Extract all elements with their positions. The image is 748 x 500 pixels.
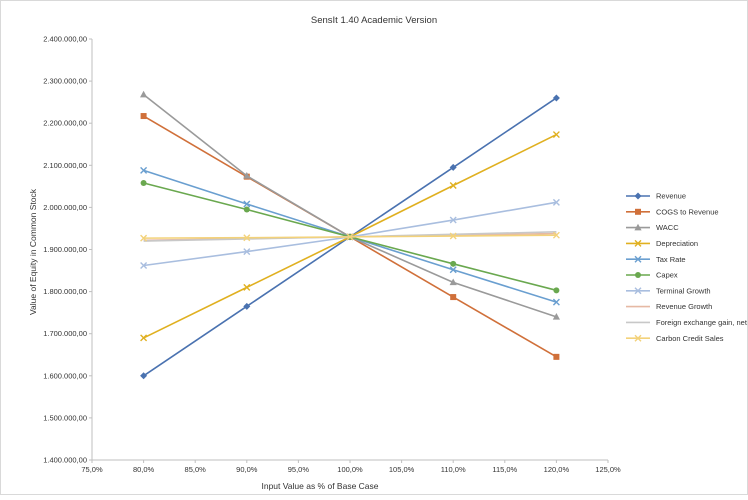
legend-item: WACC xyxy=(626,223,679,232)
legend-label: Carbon Credit Sales xyxy=(656,334,724,343)
data-point xyxy=(140,90,148,98)
legend-item: Revenue Growth xyxy=(626,302,712,311)
legend-item: Tax Rate xyxy=(626,255,686,264)
chart-title: SensIt 1.40 Academic Version xyxy=(311,15,437,26)
x-tick-label: 120,0% xyxy=(544,465,570,474)
data-point xyxy=(140,179,147,186)
x-axis-title: Input Value as % of Base Case xyxy=(261,481,378,491)
x-axis-ticks: 75,0% 80,0% 85,0% 90,0% 95,0% 100,0% 105,0% 110… xyxy=(81,460,621,474)
x-tick-label: 95,0% xyxy=(288,465,310,474)
data-point xyxy=(140,234,148,242)
data-point xyxy=(140,166,148,174)
y-tick-label: 2.100.000,00 xyxy=(43,161,87,170)
y-tick-label: 1.800.000,00 xyxy=(43,287,87,296)
data-point xyxy=(449,216,457,224)
legend-marker xyxy=(635,272,641,278)
legend-marker xyxy=(634,223,642,231)
x-tick-label: 125,0% xyxy=(595,465,621,474)
x-tick-label: 90,0% xyxy=(236,465,258,474)
data-point xyxy=(243,248,251,256)
x-tick-label: 115,0% xyxy=(492,465,517,474)
legend-marker xyxy=(635,208,641,215)
x-tick-label: 110,0% xyxy=(441,465,466,474)
data-point xyxy=(449,266,457,274)
series-carbon-credit-sales xyxy=(140,231,560,242)
data-point xyxy=(243,172,251,179)
data-point xyxy=(552,198,560,206)
data-point xyxy=(552,313,560,320)
data-point xyxy=(140,262,148,269)
y-tick-label: 1.600.000,00 xyxy=(43,371,87,380)
legend-label: COGS to Revenue xyxy=(656,207,719,216)
legend-label: Revenue xyxy=(656,192,686,201)
data-point xyxy=(140,334,148,342)
data-point xyxy=(449,182,457,190)
y-tick-label: 1.400.000,00 xyxy=(43,456,87,465)
legend-marker xyxy=(634,334,642,342)
data-point xyxy=(449,163,457,171)
y-tick-label: 1.500.000,00 xyxy=(43,413,87,422)
legend-marker xyxy=(634,239,642,247)
x-tick-label: 105,0% xyxy=(389,465,415,474)
x-tick-label: 85,0% xyxy=(185,465,207,474)
data-point xyxy=(553,353,560,360)
data-point xyxy=(243,234,251,242)
y-tick-label: 2.400.000,00 xyxy=(43,35,87,44)
data-point xyxy=(449,232,457,240)
data-point xyxy=(450,260,457,267)
data-point xyxy=(243,283,251,291)
y-axis-ticks: 1.400.000,00 1.500.000,00 1.600.000,00 1.70… xyxy=(43,35,92,465)
legend-item: Revenue xyxy=(626,192,686,201)
data-point xyxy=(450,294,457,301)
legend-label: Depreciation xyxy=(656,239,698,248)
legend-marker xyxy=(634,287,642,295)
data-point xyxy=(243,206,250,213)
y-tick-label: 1.900.000,00 xyxy=(43,245,87,254)
legend-label: Tax Rate xyxy=(656,255,686,264)
legend-marker xyxy=(634,255,642,263)
data-point xyxy=(140,113,147,120)
data-point xyxy=(552,298,560,306)
data-point xyxy=(553,287,560,294)
legend-label: Revenue Growth xyxy=(656,302,712,311)
legend-item: Foreign exchange gain, net xyxy=(626,318,748,327)
x-tick-label: 80,0% xyxy=(133,465,155,474)
legend-label: Capex xyxy=(656,271,678,280)
y-tick-label: 2.000.000,00 xyxy=(43,203,87,212)
data-point xyxy=(140,372,148,380)
data-point xyxy=(552,231,560,239)
y-axis-title: Value of Equity in Common Stock xyxy=(28,188,38,315)
legend-item: Depreciation xyxy=(626,239,698,248)
legend-item: Terminal Growth xyxy=(626,286,711,295)
legend-label: Terminal Growth xyxy=(656,286,711,295)
y-tick-label: 1.700.000,00 xyxy=(43,329,87,338)
legend-item: Carbon Credit Sales xyxy=(626,334,724,343)
y-tick-label: 2.200.000,00 xyxy=(43,119,87,128)
data-point xyxy=(346,233,354,241)
legend-item: COGS to Revenue xyxy=(626,207,719,216)
data-point xyxy=(552,94,560,102)
x-tick-label: 75,0% xyxy=(81,465,103,474)
legend-label: Foreign exchange gain, net xyxy=(656,318,748,327)
y-tick-label: 2.300.000,00 xyxy=(43,77,87,86)
legend-item: Capex xyxy=(626,271,678,280)
x-tick-label: 100,0% xyxy=(337,465,363,474)
data-point xyxy=(243,302,251,310)
legend-marker xyxy=(634,192,642,200)
data-point xyxy=(243,200,251,208)
data-point xyxy=(552,131,560,139)
series-layer xyxy=(140,90,560,380)
data-point xyxy=(449,278,457,286)
legend-label: WACC xyxy=(656,223,679,232)
legend: Revenue COGS to Revenue WACC Depreciation Ta… xyxy=(626,192,748,343)
